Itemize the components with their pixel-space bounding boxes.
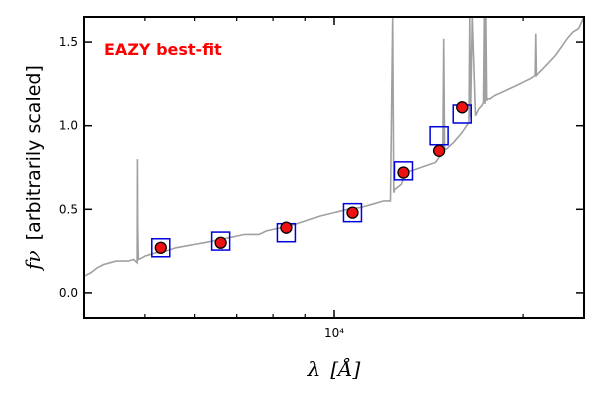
y-tick-label: 0.0 xyxy=(59,286,78,300)
x-axis-symbol: λ xyxy=(307,357,321,381)
model-point-square xyxy=(393,161,414,181)
y-axis-text: [arbitrarily scaled] xyxy=(23,65,45,240)
model-point-square xyxy=(342,202,363,223)
plot-frame xyxy=(83,16,585,319)
y-axis-symbol: fν xyxy=(21,250,45,272)
x-axis-unit: [Å] xyxy=(330,356,360,381)
y-axis-label: fν [arbitrarily scaled] xyxy=(21,65,45,272)
observed-points-layer xyxy=(154,101,469,254)
x-tick-label: 10⁴ xyxy=(324,326,344,340)
observed-point-marker xyxy=(397,166,410,179)
model-points-layer xyxy=(151,104,472,258)
y-tick-label: 1.0 xyxy=(59,119,78,133)
annotation-label: EAZY best-fit xyxy=(104,40,222,59)
observed-point-marker xyxy=(154,241,167,254)
template-spectrum-layer xyxy=(83,16,585,277)
model-point-square xyxy=(429,125,449,146)
observed-point-marker xyxy=(346,206,359,219)
model-point-square xyxy=(210,231,231,251)
template-spectrum-line xyxy=(83,16,585,277)
observed-point-marker xyxy=(456,101,469,114)
y-tick-label: 1.5 xyxy=(59,35,78,49)
observed-point-marker xyxy=(432,144,446,157)
ticks-layer: 0.0 0.5 1.0 1.5 10⁴ xyxy=(59,17,584,340)
y-tick-label: 0.5 xyxy=(59,202,78,216)
observed-point-marker xyxy=(214,236,227,249)
observed-point-marker xyxy=(280,221,293,234)
model-point-square xyxy=(151,238,171,258)
x-axis-label: λ [Å] xyxy=(307,356,361,381)
